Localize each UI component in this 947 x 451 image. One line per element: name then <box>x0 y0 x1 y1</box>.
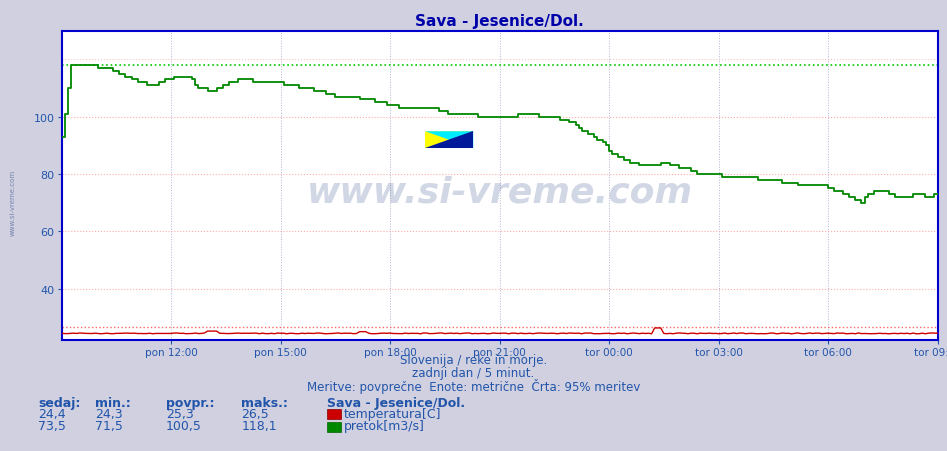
Text: www.si-vreme.com: www.si-vreme.com <box>9 170 15 236</box>
Text: 100,5: 100,5 <box>166 419 202 433</box>
Text: 73,5: 73,5 <box>38 419 65 433</box>
Polygon shape <box>425 132 474 149</box>
Text: 26,5: 26,5 <box>241 407 269 420</box>
Text: 25,3: 25,3 <box>166 407 193 420</box>
Text: min.:: min.: <box>95 396 131 409</box>
Text: www.si-vreme.com: www.si-vreme.com <box>307 175 692 209</box>
Text: zadnji dan / 5 minut.: zadnji dan / 5 minut. <box>412 367 535 380</box>
Text: Sava - Jesenice/Dol.: Sava - Jesenice/Dol. <box>327 396 465 409</box>
Text: 71,5: 71,5 <box>95 419 122 433</box>
Text: povpr.:: povpr.: <box>166 396 214 409</box>
Text: 24,3: 24,3 <box>95 407 122 420</box>
Polygon shape <box>425 132 474 149</box>
Text: maks.:: maks.: <box>241 396 288 409</box>
Text: sedaj:: sedaj: <box>38 396 80 409</box>
Title: Sava - Jesenice/Dol.: Sava - Jesenice/Dol. <box>415 14 584 29</box>
Text: Meritve: povprečne  Enote: metrične  Črta: 95% meritev: Meritve: povprečne Enote: metrične Črta:… <box>307 378 640 393</box>
Text: 118,1: 118,1 <box>241 419 277 433</box>
Text: temperatura[C]: temperatura[C] <box>344 407 441 420</box>
Text: pretok[m3/s]: pretok[m3/s] <box>344 419 424 433</box>
Polygon shape <box>425 132 474 149</box>
Text: Slovenija / reke in morje.: Slovenija / reke in morje. <box>400 353 547 366</box>
Text: 24,4: 24,4 <box>38 407 65 420</box>
